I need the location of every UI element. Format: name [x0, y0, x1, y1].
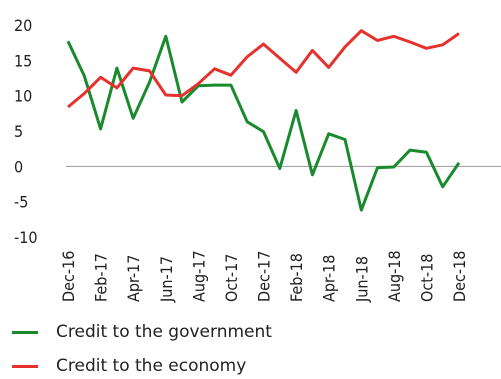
x-tick-label: Aug-17 — [189, 250, 208, 302]
x-tick-label: Feb-18 — [287, 253, 306, 302]
legend-label-economy: Credit to the economy — [56, 356, 247, 376]
x-tick-label: Dec-16 — [59, 251, 78, 302]
x-tick-label: Oct-17 — [222, 254, 241, 302]
x-tick-label: Aug-18 — [385, 250, 404, 302]
x-tick-label: Dec-18 — [450, 251, 469, 302]
x-tick-label: Jun-18 — [352, 256, 371, 303]
legend-item-economy: Credit to the economy — [12, 356, 246, 376]
series-line-government — [66, 34, 461, 212]
y-axis: 20 15 10 5 0 -5 -10 — [14, 16, 38, 247]
y-tick-label: 5 — [14, 122, 23, 141]
y-tick-label: -5 — [14, 193, 28, 212]
x-tick-label: Jun-17 — [157, 256, 176, 303]
y-tick-label: 10 — [14, 87, 32, 106]
x-tick-label: Dec-17 — [255, 251, 274, 302]
x-tick-label: Apr-17 — [124, 255, 143, 302]
x-tick-label: Apr-18 — [320, 255, 339, 302]
series-line-economy — [67, 29, 460, 109]
x-axis: Dec-16 Feb-17 Apr-17 Jun-17 Aug-17 Oct-17 Dec-… — [59, 250, 469, 303]
y-tick-label: 15 — [14, 51, 32, 70]
legend-swatch-government — [12, 330, 38, 334]
y-tick-label: 0 — [14, 157, 23, 176]
x-tick-label: Oct-18 — [417, 254, 436, 302]
y-tick-label: 20 — [14, 16, 32, 35]
series-layer — [66, 29, 461, 212]
legend-swatch-economy — [12, 364, 38, 368]
legend-item-government: Credit to the government — [12, 322, 272, 342]
legend-label-government: Credit to the government — [56, 322, 272, 342]
x-tick-label: Feb-17 — [92, 253, 111, 302]
y-tick-label: -10 — [14, 228, 38, 247]
